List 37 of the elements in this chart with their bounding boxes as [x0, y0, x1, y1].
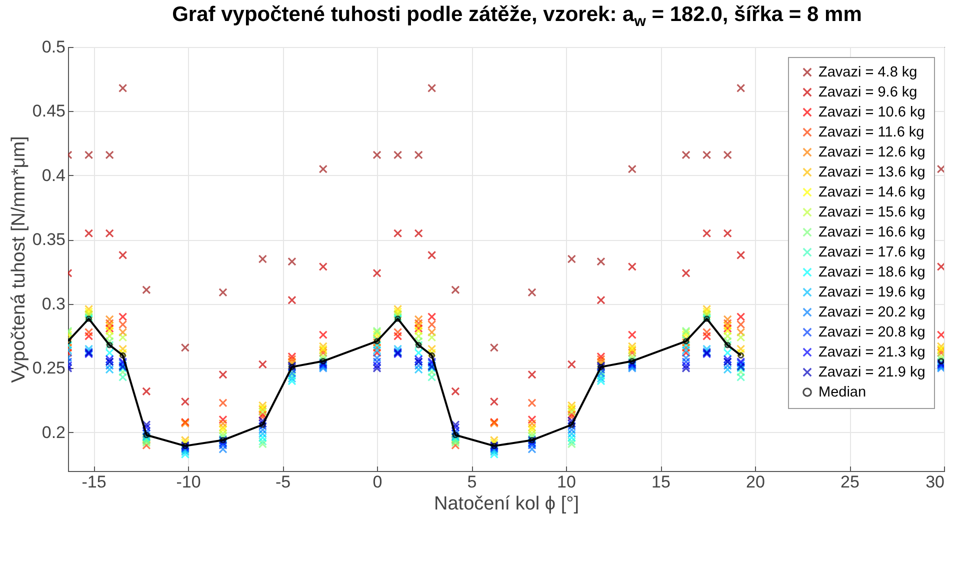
legend-label: Zavazi = 14.6 kg — [818, 184, 926, 200]
legend-label: Zavazi = 9.6 kg — [818, 84, 918, 100]
legend-label: Zavazi = 11.6 kg — [818, 124, 924, 140]
x-axis-title: Natočení kol ϕ [°] — [434, 494, 579, 514]
legend-label: Zavazi = 4.8 kg — [818, 64, 918, 80]
legend-label: Median — [818, 384, 866, 400]
legend-label: Zavazi = 18.6 kg — [818, 264, 926, 280]
x-tick-label: -10 — [176, 472, 201, 492]
x-tick-label: 10 — [557, 472, 576, 492]
legend-label: Zavazi = 21.9 kg — [818, 364, 926, 380]
x-tick-label: 0 — [372, 472, 382, 492]
chart-title: Graf vypočtené tuhosti podle zátěže, vzorek: a$_{w}$ = 182.0, šířka = 8 mm — [171, 2, 863, 32]
x-tick-label: -15 — [82, 472, 106, 492]
x-tick-label: 5 — [467, 472, 477, 492]
legend-label: Zavazi = 10.6 kg — [818, 104, 926, 120]
legend-label: Zavazi = 12.6 kg — [818, 144, 926, 160]
x-tick-label: 20 — [746, 472, 765, 492]
x-tick-label: -5 — [275, 472, 291, 492]
y-axis-title: Vypočtená tuhost [N/mm*μm] — [8, 136, 30, 383]
x-tick-label: 15 — [652, 472, 670, 492]
legend-label: Zavazi = 21.3 kg — [818, 344, 926, 360]
x-tick-label: 25 — [840, 472, 860, 492]
legend-label: Zavazi = 15.6 kg — [818, 204, 926, 220]
y-tick-label: 0.2 — [42, 422, 66, 442]
x-tick-label: 30 — [926, 472, 944, 492]
legend-label: Zavazi = 20.8 kg — [818, 324, 926, 340]
legend-label: Zavazi = 19.6 kg — [818, 284, 926, 300]
legend-label: Zavazi = 13.6 kg — [818, 164, 926, 180]
y-tick-label: 0.45 — [32, 102, 66, 121]
legend-label: Zavazi = 17.6 kg — [818, 244, 926, 260]
y-tick-label: 0.3 — [42, 294, 66, 314]
legend-label: Zavazi = 20.2 kg — [818, 304, 926, 320]
y-tick-label: 0.4 — [42, 166, 66, 185]
y-tick-label: 0.5 — [42, 38, 66, 56]
y-tick-label: 0.35 — [32, 230, 66, 250]
legend-label: Zavazi = 16.6 kg — [818, 224, 926, 240]
y-tick-label: 0.25 — [32, 358, 66, 378]
